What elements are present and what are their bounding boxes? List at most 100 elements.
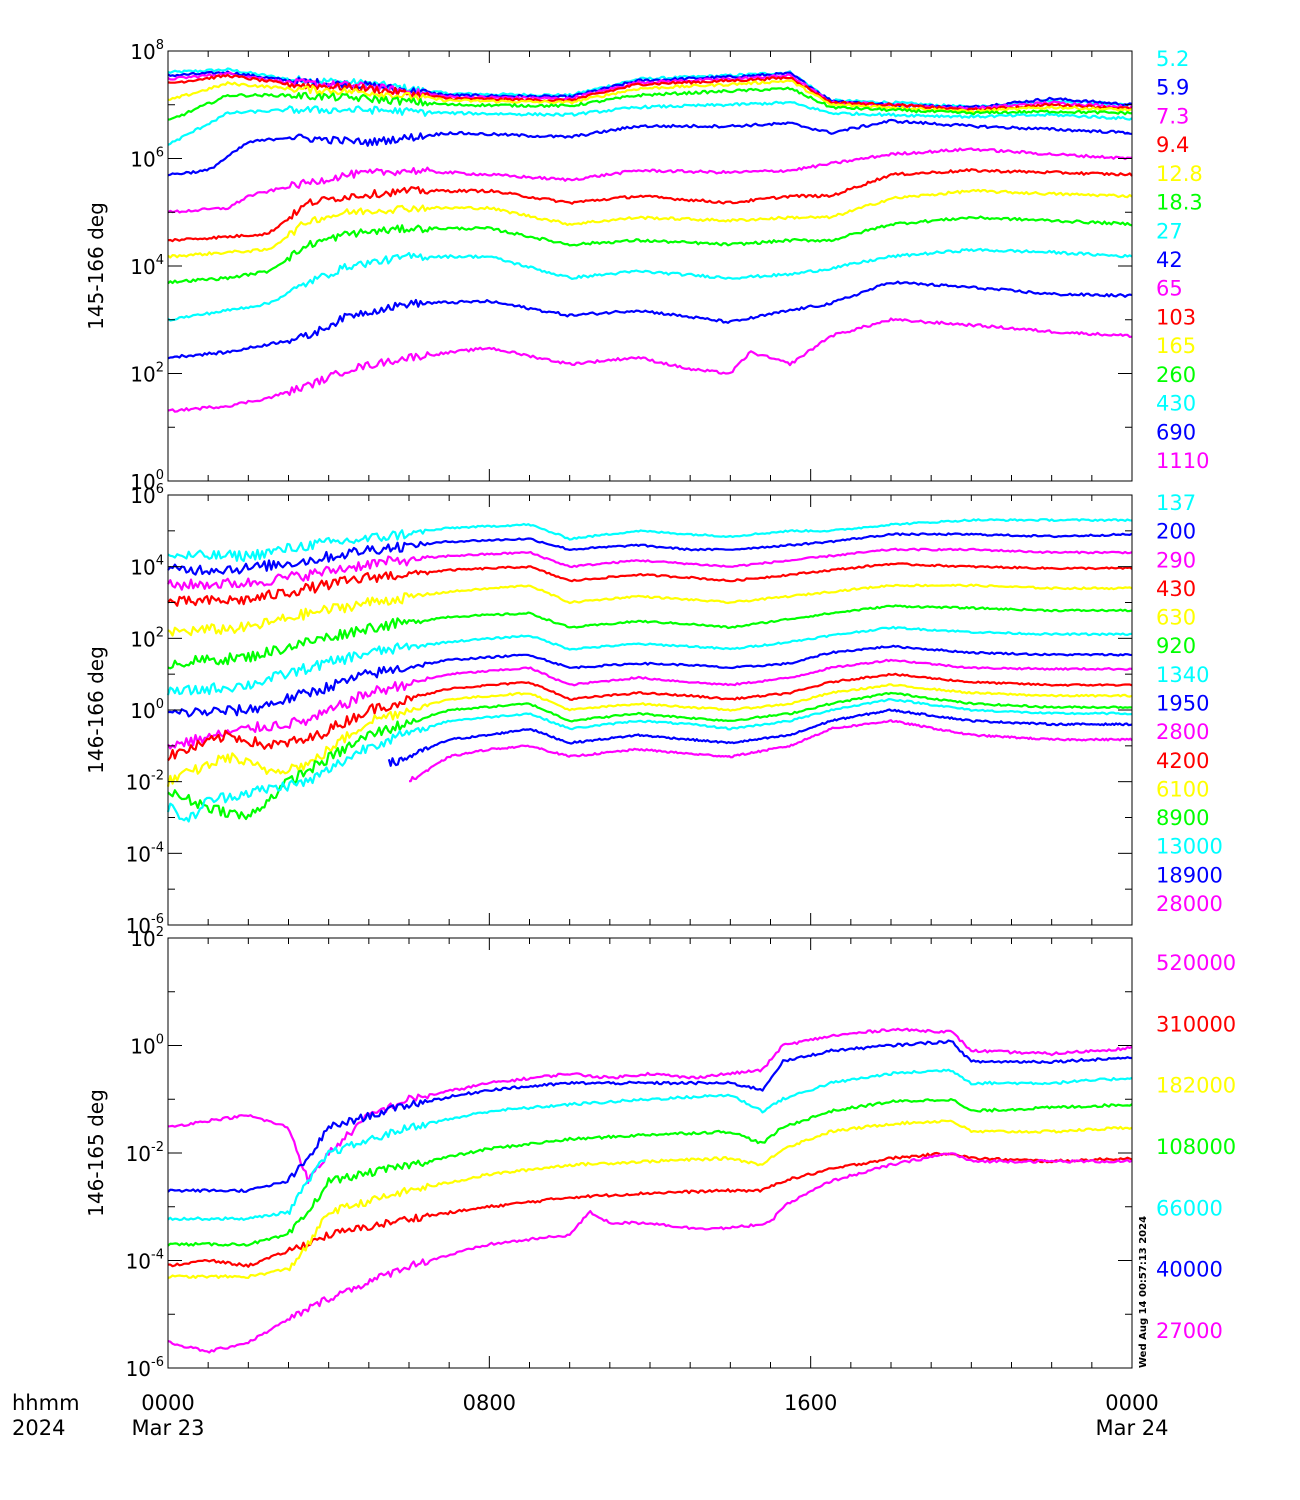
series-layer-middle <box>166 518 1133 823</box>
x-tick-label: 0000 <box>141 1391 194 1415</box>
y-tick-label: 106 <box>130 482 164 508</box>
y-axis-label-top: 145-166 deg <box>84 202 108 330</box>
legend-label: 42 <box>1156 248 1183 272</box>
series-line <box>167 1068 1133 1222</box>
series-line <box>167 1027 1133 1185</box>
series-line <box>167 247 1133 322</box>
series-line <box>167 604 1133 670</box>
series-line <box>167 118 1133 177</box>
y-tick-label: 10-4 <box>126 1248 164 1274</box>
legend-label: 27000 <box>1156 1319 1223 1343</box>
y-tick-label: 10-2 <box>126 769 164 795</box>
legend-label: 12.8 <box>1156 162 1203 186</box>
legend-label: 40000 <box>1156 1258 1223 1282</box>
series-line <box>167 1039 1132 1193</box>
legend-label: 1340 <box>1156 663 1209 687</box>
series-line <box>167 1119 1133 1280</box>
series-line <box>167 100 1133 146</box>
x-date-label: Mar 23 <box>131 1416 204 1440</box>
legend-label: 137 <box>1156 491 1196 515</box>
series-line <box>167 583 1133 637</box>
series-line <box>167 532 1133 576</box>
series-line <box>167 147 1133 214</box>
legend-label: 13000 <box>1156 835 1223 859</box>
y-tick-label: 102 <box>130 925 164 951</box>
legend-label: 430 <box>1156 392 1196 416</box>
legend-label: 4200 <box>1156 749 1209 773</box>
y-tick-label: 104 <box>130 253 164 279</box>
x-tick-label: 1600 <box>784 1391 837 1415</box>
y-tick-label: 104 <box>130 554 164 580</box>
legend-label: 182000 <box>1156 1074 1236 1098</box>
legend-label: 1110 <box>1156 449 1209 473</box>
series-line <box>167 70 1133 109</box>
x-unit-label: hhmm <box>12 1391 80 1415</box>
legend-label: 65 <box>1156 277 1183 301</box>
y-tick-label: 100 <box>130 1033 164 1059</box>
series-line <box>167 280 1133 360</box>
series-line <box>167 658 1133 750</box>
legend-label: 920 <box>1156 634 1196 658</box>
legend-label: 27 <box>1156 219 1183 243</box>
legend-bottom: 520000 310000 182000 108000 66000 40000 27000 <box>1156 951 1236 1343</box>
y-tick-label: 10-4 <box>126 840 164 866</box>
x-year-label: 2024 <box>12 1416 65 1440</box>
x-tick-label: 0800 <box>463 1391 516 1415</box>
y-axis-label-middle: 146-166 deg <box>84 646 108 774</box>
legend-label: 310000 <box>1156 1012 1236 1036</box>
legend-label: 1950 <box>1156 692 1209 716</box>
series-line <box>167 1152 1133 1354</box>
series-line <box>387 708 1133 767</box>
legend-label: 630 <box>1156 606 1196 630</box>
legend-label: 200 <box>1156 520 1196 544</box>
legend-label: 103 <box>1156 305 1196 329</box>
legend-label: 520000 <box>1156 951 1236 975</box>
panel-middle: 10-6 10-4 10-2 100 102 104 106 146-166 deg 137… <box>84 482 1223 938</box>
x-tick-label: 0000 <box>1105 1391 1158 1415</box>
series-line <box>167 86 1133 121</box>
series-line <box>167 168 1133 243</box>
legend-label: 18900 <box>1156 863 1223 887</box>
legend-label: 5.9 <box>1156 76 1189 100</box>
series-line <box>167 1098 1133 1247</box>
y-tick-labels-top: 100 102 104 106 108 <box>130 38 164 494</box>
legend-label: 7.3 <box>1156 104 1189 128</box>
legend-label: 690 <box>1156 420 1196 444</box>
legend-label: 28000 <box>1156 892 1223 916</box>
legend-label: 5.2 <box>1156 47 1189 71</box>
panel-bottom: 10-6 10-4 10-2 100 102 146-165 deg 520000 310… <box>84 925 1236 1381</box>
ticks-top <box>167 50 1133 482</box>
series-line <box>167 518 1133 563</box>
series-line <box>167 644 1133 718</box>
legend-label: 2800 <box>1156 720 1209 744</box>
legend-label: 260 <box>1156 363 1196 387</box>
x-date-label: Mar 24 <box>1095 1416 1168 1440</box>
series-line <box>167 317 1133 413</box>
y-tick-label: 106 <box>130 146 164 172</box>
series-line <box>167 188 1133 259</box>
series-line <box>167 672 1133 762</box>
series-line <box>166 683 1133 787</box>
series-line <box>167 547 1133 591</box>
y-tick-label: 10-2 <box>126 1140 164 1166</box>
series-line <box>167 215 1133 285</box>
y-tick-label: 108 <box>130 38 164 64</box>
series-layer-top <box>167 67 1133 413</box>
y-tick-label: 100 <box>130 468 164 494</box>
legend-label: 165 <box>1156 334 1196 358</box>
legend-label: 430 <box>1156 577 1196 601</box>
series-line <box>167 1151 1133 1268</box>
series-line <box>167 562 1133 607</box>
y-axis-label-bottom: 146-165 deg <box>84 1089 108 1217</box>
y-tick-labels-middle: 10-6 10-4 10-2 100 102 104 106 <box>126 482 164 938</box>
legend-label: 18.3 <box>1156 191 1203 215</box>
series-line <box>167 79 1133 114</box>
y-tick-label: 10-6 <box>126 912 164 938</box>
y-tick-labels-bottom: 10-6 10-4 10-2 100 102 <box>126 925 164 1381</box>
series-line <box>166 625 1133 696</box>
panel-top: 100 102 104 106 108 145-166 deg 5.2 5.9 7.3 9.4… <box>84 38 1209 494</box>
y-tick-label: 10-6 <box>126 1355 164 1381</box>
y-tick-label: 102 <box>130 361 164 387</box>
y-tick-label: 102 <box>130 625 164 651</box>
